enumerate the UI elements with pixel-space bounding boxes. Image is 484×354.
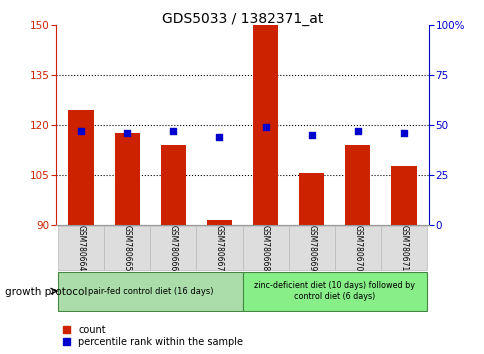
Bar — [114, 133, 139, 225]
FancyBboxPatch shape — [242, 226, 288, 270]
Point — [123, 130, 131, 136]
Bar — [345, 145, 370, 225]
Text: GSM780669: GSM780669 — [306, 224, 316, 271]
FancyBboxPatch shape — [380, 226, 426, 270]
Point — [169, 128, 177, 133]
Text: GSM780666: GSM780666 — [168, 224, 178, 271]
Point — [261, 124, 269, 130]
Point — [353, 128, 361, 133]
Text: GSM780670: GSM780670 — [352, 224, 362, 271]
Bar — [68, 110, 93, 225]
FancyBboxPatch shape — [288, 226, 334, 270]
Text: growth protocol: growth protocol — [5, 287, 87, 297]
Text: GSM780671: GSM780671 — [398, 225, 408, 271]
Text: GSM780664: GSM780664 — [76, 224, 86, 271]
FancyBboxPatch shape — [196, 226, 242, 270]
Point — [215, 134, 223, 139]
Point — [307, 132, 315, 138]
FancyBboxPatch shape — [150, 226, 196, 270]
Text: zinc-deficient diet (10 days) followed by
control diet (6 days): zinc-deficient diet (10 days) followed b… — [254, 281, 414, 301]
Text: pair-fed control diet (16 days): pair-fed control diet (16 days) — [87, 287, 212, 296]
Text: GSM780665: GSM780665 — [122, 224, 132, 271]
FancyBboxPatch shape — [242, 272, 426, 311]
Bar — [391, 166, 416, 225]
Text: GDS5033 / 1382371_at: GDS5033 / 1382371_at — [162, 12, 322, 27]
FancyBboxPatch shape — [58, 272, 242, 311]
Bar — [298, 173, 324, 225]
Point — [77, 128, 85, 133]
Point — [399, 130, 407, 136]
FancyBboxPatch shape — [58, 226, 104, 270]
Bar — [160, 145, 186, 225]
Text: GSM780668: GSM780668 — [260, 225, 270, 271]
Legend: count, percentile rank within the sample: count, percentile rank within the sample — [60, 323, 244, 349]
Text: GSM780667: GSM780667 — [214, 224, 224, 271]
FancyBboxPatch shape — [104, 226, 150, 270]
FancyBboxPatch shape — [334, 226, 380, 270]
Bar — [252, 25, 278, 225]
Bar — [206, 220, 232, 225]
